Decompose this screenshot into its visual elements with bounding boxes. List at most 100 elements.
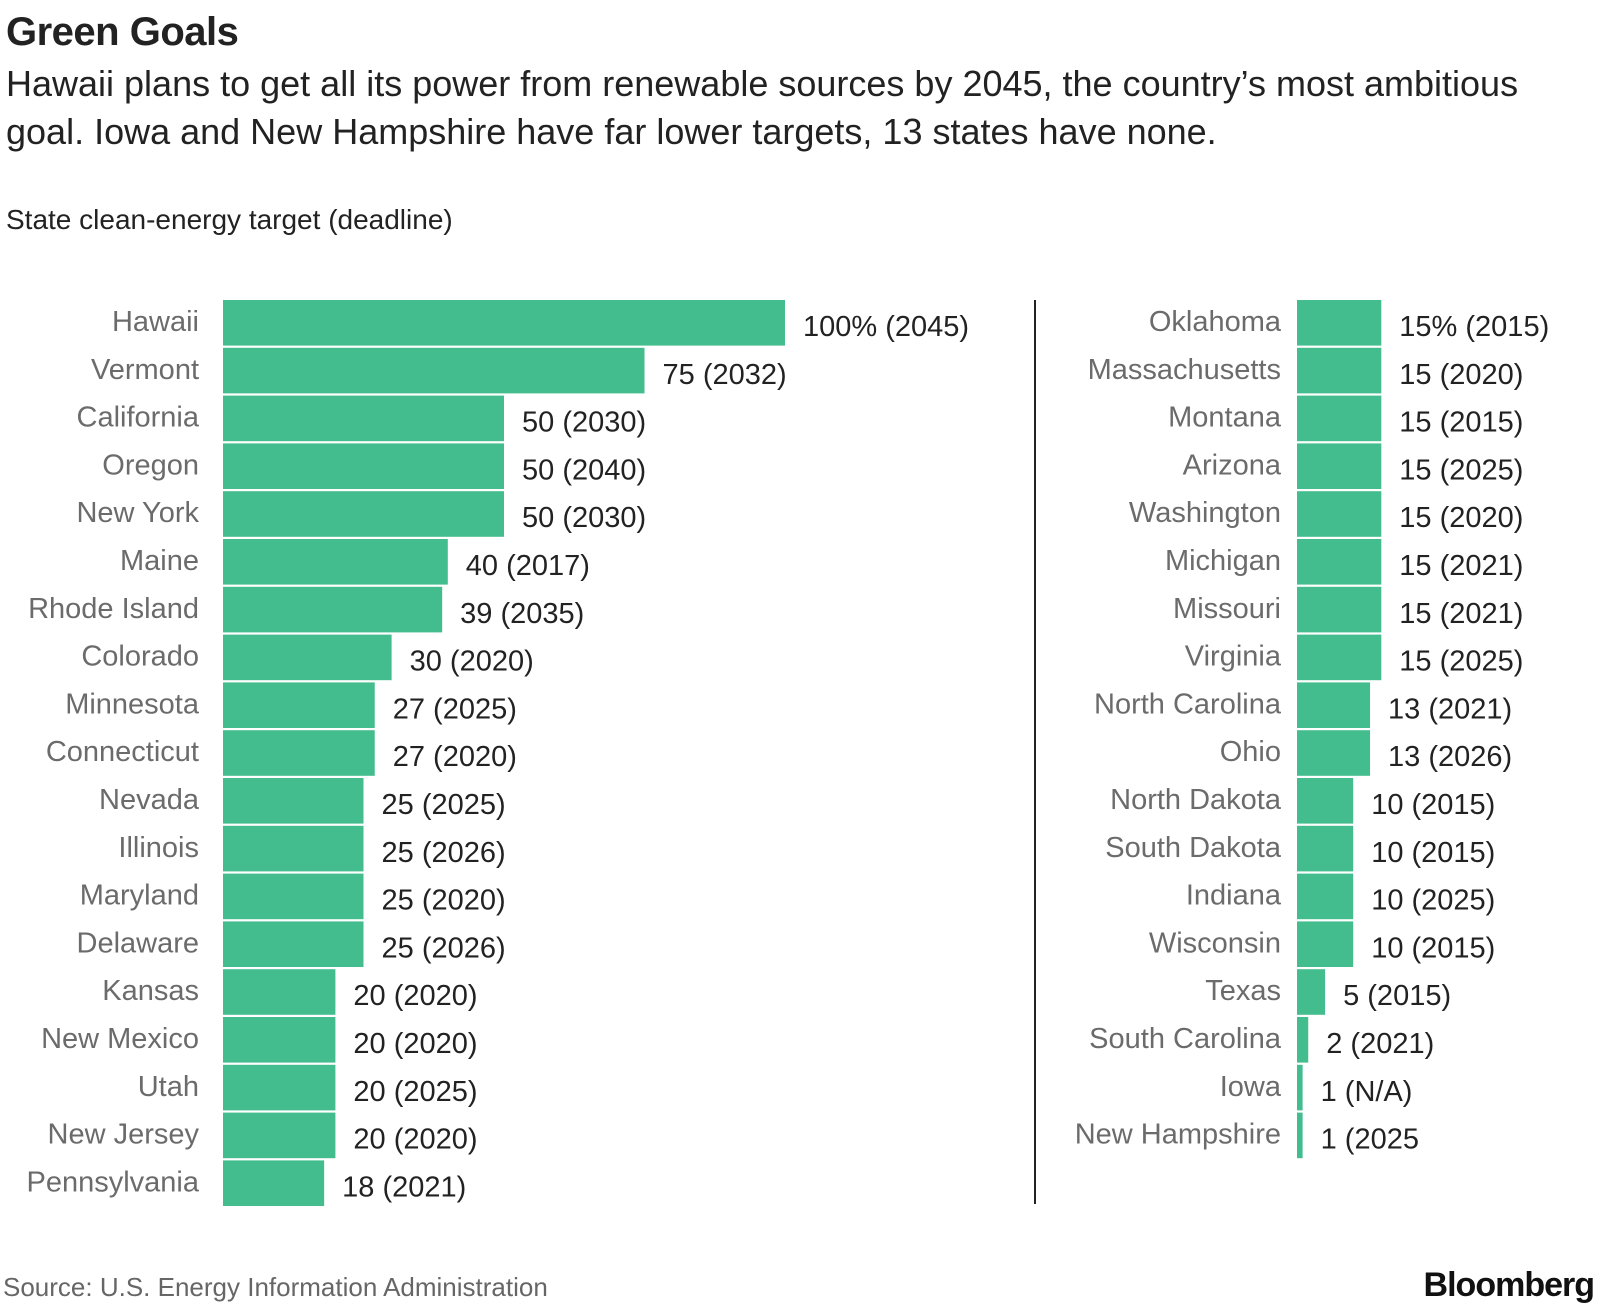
- value-label: 15% (2015): [1399, 311, 1549, 343]
- unit-label: State clean-energy target (deadline): [6, 204, 453, 235]
- value-label: 15 (2025): [1399, 646, 1523, 678]
- bar-texas: [1297, 969, 1326, 1015]
- bar-maryland: [223, 873, 364, 920]
- bar-north-dakota: [1297, 778, 1354, 824]
- value-label: 20 (2025): [353, 1076, 477, 1108]
- value-label: 1 (N/A): [1321, 1076, 1413, 1108]
- value-label: 10 (2015): [1371, 789, 1495, 821]
- category-label: Indiana: [1186, 880, 1282, 912]
- category-label: Minnesota: [65, 688, 200, 720]
- source-note: Source: U.S. Energy Information Administ…: [3, 1272, 548, 1302]
- bar-iowa: [1297, 1064, 1303, 1111]
- bar-delaware: [223, 921, 364, 967]
- bar-indiana: [1297, 873, 1354, 920]
- bar-oregon: [223, 443, 504, 489]
- category-label: Colorado: [81, 641, 199, 673]
- bar-pennsylvania: [223, 1160, 325, 1206]
- value-label: 50 (2040): [522, 454, 646, 486]
- value-label: 15 (2025): [1399, 454, 1523, 486]
- value-label: 5 (2015): [1343, 980, 1451, 1012]
- bar-south-carolina: [1297, 1017, 1309, 1063]
- left-panel: Hawaii 100% (2045) Vermont 75 (2032) Califor…: [27, 300, 969, 1206]
- value-label: 75 (2032): [663, 359, 787, 391]
- bar-rhode-island: [223, 586, 443, 633]
- value-label: 27 (2025): [393, 693, 517, 725]
- value-label: 25 (2026): [382, 932, 506, 964]
- category-label: Oklahoma: [1149, 306, 1282, 338]
- category-label: Michigan: [1165, 545, 1281, 577]
- category-label: Connecticut: [46, 736, 199, 768]
- bar-illinois: [223, 825, 364, 872]
- value-label: 25 (2026): [382, 837, 506, 869]
- value-label: 40 (2017): [466, 550, 590, 582]
- bar-south-dakota: [1297, 825, 1354, 872]
- bar-utah: [223, 1064, 336, 1111]
- bar-washington: [1297, 491, 1382, 537]
- value-label: 20 (2020): [353, 980, 477, 1012]
- category-label: Oregon: [102, 449, 199, 481]
- bloomberg-logo: Bloomberg: [1423, 1266, 1595, 1304]
- value-label: 10 (2025): [1371, 885, 1495, 917]
- value-label: 1 (2025: [1321, 1124, 1419, 1156]
- value-label: 15 (2015): [1399, 407, 1523, 439]
- value-label: 39 (2035): [460, 598, 584, 630]
- category-label: Utah: [138, 1071, 199, 1103]
- bar-minnesota: [223, 682, 375, 728]
- value-label: 10 (2015): [1371, 932, 1495, 964]
- category-label: South Dakota: [1105, 832, 1282, 864]
- value-label: 50 (2030): [522, 407, 646, 439]
- value-label: 2 (2021): [1326, 1028, 1434, 1060]
- bar-new-hampshire: [1297, 1112, 1303, 1159]
- category-label: Hawaii: [112, 306, 199, 338]
- category-label: Montana: [1168, 402, 1282, 434]
- category-label: New Jersey: [48, 1119, 200, 1151]
- category-label: Wisconsin: [1149, 927, 1281, 959]
- category-label: Missouri: [1173, 593, 1281, 625]
- category-label: Texas: [1205, 975, 1281, 1007]
- category-label: Delaware: [77, 927, 200, 959]
- value-label: 13 (2026): [1388, 741, 1512, 773]
- value-label: 27 (2020): [393, 741, 517, 773]
- bar-new-jersey: [223, 1112, 336, 1159]
- bar-new-york: [223, 491, 504, 537]
- category-label: Arizona: [1183, 449, 1282, 481]
- category-label: Virginia: [1185, 641, 1282, 673]
- category-label: Ohio: [1220, 736, 1281, 768]
- category-label: South Carolina: [1089, 1023, 1282, 1055]
- bar-massachusetts: [1297, 347, 1382, 394]
- category-label: Illinois: [118, 832, 199, 864]
- category-label: Iowa: [1220, 1071, 1282, 1103]
- value-label: 50 (2030): [522, 502, 646, 534]
- value-label: 30 (2020): [410, 646, 534, 678]
- category-label: North Dakota: [1110, 784, 1282, 816]
- bar-colorado: [223, 634, 392, 681]
- bar-wisconsin: [1297, 921, 1354, 967]
- value-label: 100% (2045): [803, 311, 969, 343]
- bar-north-carolina: [1297, 682, 1371, 728]
- value-label: 15 (2020): [1399, 502, 1523, 534]
- category-label: New Mexico: [41, 1023, 199, 1055]
- bar-california: [223, 395, 504, 442]
- bar-nevada: [223, 778, 364, 824]
- value-label: 15 (2021): [1399, 550, 1523, 582]
- bar-arizona: [1297, 443, 1382, 489]
- bar-ohio: [1297, 730, 1371, 776]
- bar-maine: [223, 539, 448, 585]
- bar-oklahoma: [1297, 300, 1382, 346]
- category-label: New Hampshire: [1075, 1119, 1281, 1151]
- bar-connecticut: [223, 730, 375, 776]
- category-label: Nevada: [99, 784, 200, 816]
- value-label: 15 (2020): [1399, 359, 1523, 391]
- value-label: 18 (2021): [342, 1171, 466, 1203]
- bar-kansas: [223, 969, 336, 1015]
- category-label: Massachusetts: [1088, 354, 1281, 386]
- bar-michigan: [1297, 539, 1382, 585]
- category-label: Pennsylvania: [27, 1166, 200, 1198]
- bar-missouri: [1297, 586, 1382, 633]
- category-label: Maryland: [80, 880, 199, 912]
- chart-title: Green Goals: [6, 10, 239, 54]
- value-label: 15 (2021): [1399, 598, 1523, 630]
- bar-hawaii: [223, 300, 785, 346]
- value-label: 10 (2015): [1371, 837, 1495, 869]
